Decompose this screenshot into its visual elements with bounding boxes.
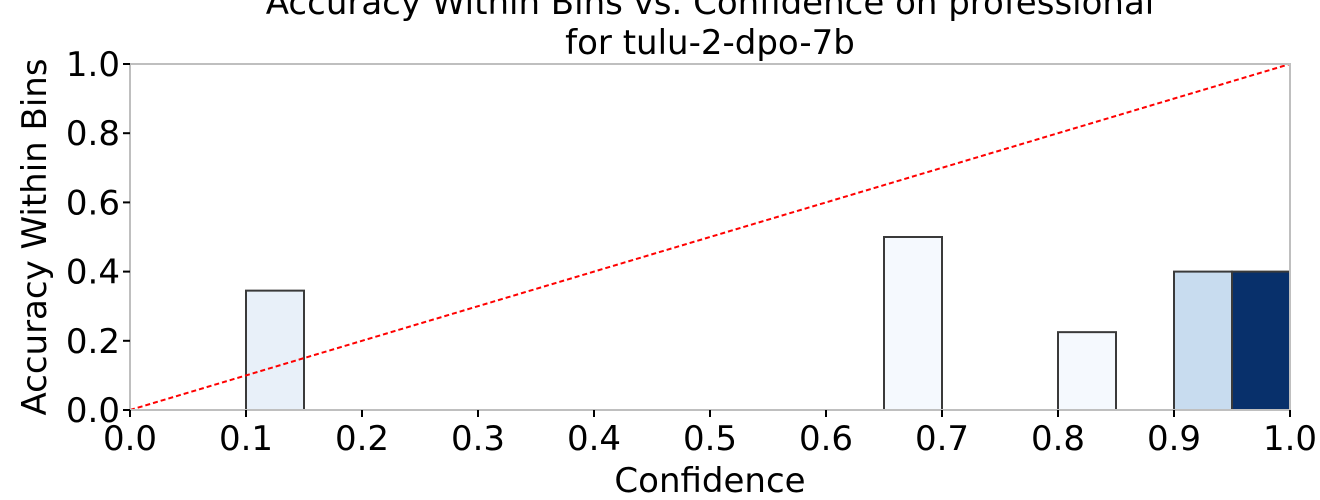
x-tick-label-7: 0.7 xyxy=(915,419,969,459)
perfect-calibration-line xyxy=(129,63,1291,411)
y-tick-label-2: 0.4 xyxy=(66,253,120,293)
chart-title-line2: for tulu-2-dpo-7b xyxy=(565,23,855,63)
x-tick-label-8: 0.8 xyxy=(1031,419,1085,459)
bar-1 xyxy=(883,236,943,411)
x-tick-label-5: 0.5 xyxy=(683,419,737,459)
y-tick-label-3: 0.6 xyxy=(66,183,120,223)
bar-0 xyxy=(245,289,305,412)
x-axis-label: Confidence xyxy=(614,461,805,500)
reference-line-group xyxy=(129,63,1291,411)
x-tick-label-10: 1.0 xyxy=(1263,419,1317,459)
y-axis-label: Accuracy Within Bins xyxy=(15,58,55,415)
chart-title-line1: Accuracy Within Bins vs. Confidence on p… xyxy=(266,0,1154,23)
x-tick-label-4: 0.4 xyxy=(567,419,621,459)
x-tick-label-6: 0.6 xyxy=(799,419,853,459)
bar-4 xyxy=(1231,270,1291,411)
y-axis-ticks: 0.0 0.2 0.4 0.6 0.8 1.0 xyxy=(66,45,130,431)
y-tick-label-0: 0.0 xyxy=(66,391,120,431)
x-tick-label-9: 0.9 xyxy=(1147,419,1201,459)
bars xyxy=(245,236,1291,412)
x-tick-label-2: 0.2 xyxy=(335,419,389,459)
x-tick-label-3: 0.3 xyxy=(451,419,505,459)
y-tick-label-4: 0.8 xyxy=(66,114,120,154)
bar-2 xyxy=(1057,331,1117,411)
y-tick-label-5: 1.0 xyxy=(66,45,120,85)
x-tick-label-1: 0.1 xyxy=(219,419,273,459)
x-tick-label-0: 0.0 xyxy=(103,419,157,459)
y-tick-label-1: 0.2 xyxy=(66,322,120,362)
x-axis-ticks: 0.0 0.1 0.2 0.3 0.4 0.5 0.6 0.7 0.8 0.9 1.0 xyxy=(103,410,1317,459)
bar-3 xyxy=(1173,270,1233,411)
